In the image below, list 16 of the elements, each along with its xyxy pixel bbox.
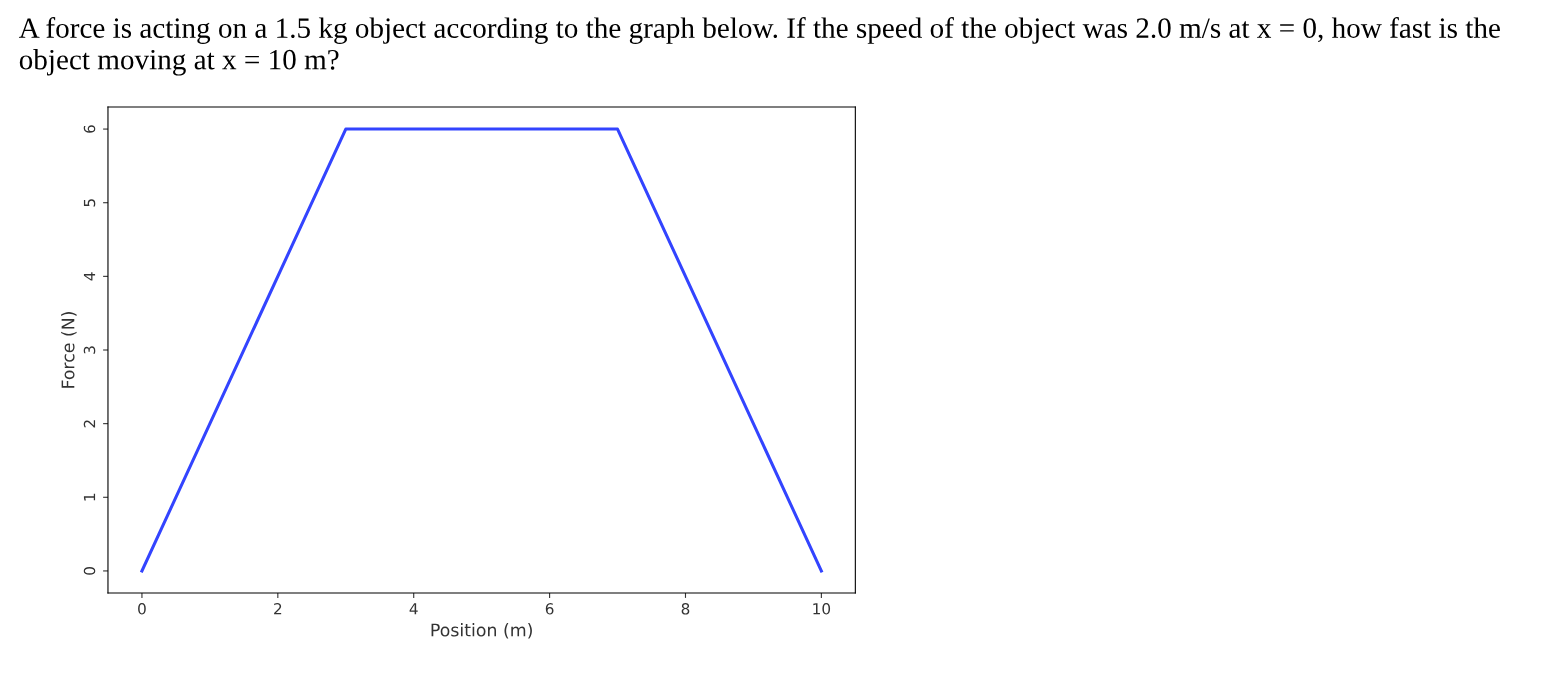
chart-title: A force is acting on a 1.5 kg object according to the graph below. If the speed of the object was 2.0 m/s at x = 0, how fast is the object moving at x = 10 m?: [18, 17, 1500, 76]
x-tick-label: 8: [681, 603, 690, 615]
x-tick-label: 6: [545, 603, 554, 615]
y-tick-label: 0: [83, 567, 96, 575]
x-tick-label: 10: [813, 603, 831, 615]
y-tick-label: 6: [83, 125, 96, 133]
x-tick-label: 4: [409, 603, 418, 615]
x-tick-label: 2: [274, 603, 282, 615]
y-tick-label: 3: [83, 346, 96, 354]
x-axis-title: Position (m): [431, 623, 532, 639]
y-tick-label: 4: [83, 272, 96, 281]
y-tick-label: 2: [83, 420, 96, 428]
y-tick-label: 1: [83, 493, 96, 501]
x-tick-label: 0: [138, 603, 146, 615]
y-tick-label: 5: [83, 199, 96, 207]
y-axis-title: Force (N): [61, 311, 77, 388]
